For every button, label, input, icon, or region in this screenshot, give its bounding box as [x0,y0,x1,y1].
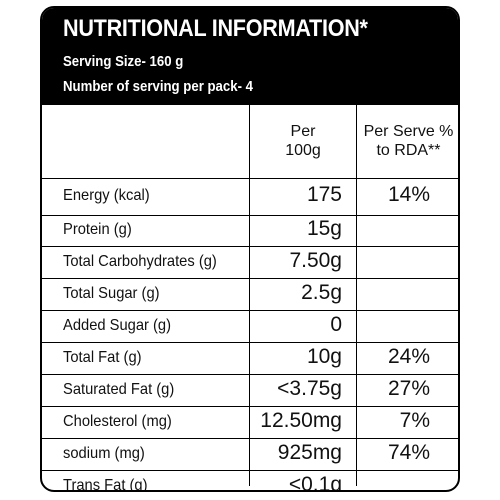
nutrient-name: sodium (mg) [63,445,145,462]
nutrient-name: Total Carbohydrates (g) [63,253,217,270]
nutrient-name: Energy (kcal) [63,187,150,204]
rda-value: 24% [387,345,430,368]
nutrient-name: Saturated Fat (g) [63,381,175,398]
rda-value: 7% [399,409,430,432]
rda-header-line2: to RDA** [376,142,441,159]
per-100g-value: <3.75g [277,377,342,400]
row-divider [42,278,458,279]
per-100g-header: Per 100g [250,122,356,160]
per-100g-header-line2: 100g [285,142,321,159]
table-row: sodium (mg) 925mg 74% [42,439,458,471]
table-row: Protein (g) 15g [42,215,458,247]
row-divider [42,178,458,179]
rda-header-line1: Per Serve % [363,123,454,140]
label-header: NUTRITIONAL INFORMATION* Serving Size- 1… [42,8,458,105]
column-divider-1 [249,105,250,486]
servings-per-pack: Number of serving per pack- 4 [63,78,253,95]
per-100g-value: 2.5g [301,281,342,304]
per-100g-value: 925mg [277,441,342,464]
table-row: Saturated Fat (g) <3.75g 27% [42,375,458,407]
table-row: Total Carbohydrates (g) 7.50g [42,247,458,279]
per-100g-value: 12.50mg [260,409,342,432]
nutrient-name: Total Sugar (g) [63,285,160,302]
table-row: Added Sugar (g) 0 [42,311,458,343]
row-divider [42,438,458,439]
table-row: Cholesterol (mg) 12.50mg 7% [42,407,458,439]
nutrient-name: Trans Fat (g) [63,477,148,492]
serving-size: Serving Size- 160 g [63,53,184,70]
per-100g-header-line1: Per [290,123,316,140]
table-row: Total Sugar (g) 2.5g [42,279,458,311]
per-100g-value: 10g [306,345,342,368]
nutrient-name: Protein (g) [63,221,132,238]
column-divider-2 [356,105,357,486]
row-divider [42,406,458,407]
label-title: NUTRITIONAL INFORMATION* [63,15,368,42]
rda-header: Per Serve % to RDA** [357,122,458,160]
nutrient-name: Added Sugar (g) [63,317,172,334]
per-100g-value: 175 [306,183,342,206]
nutrient-name: Total Fat (g) [63,349,142,366]
rda-value: 27% [387,377,430,400]
rda-value: 14% [387,183,430,206]
row-divider [42,246,458,247]
per-100g-value: 7.50g [289,249,342,272]
nutrient-name: Cholesterol (mg) [63,413,172,430]
row-divider [42,215,458,216]
per-100g-value: 15g [306,217,342,240]
row-divider [42,470,458,471]
row-divider [42,374,458,375]
table-row: Total Fat (g) 10g 24% [42,343,458,375]
per-100g-value: 0 [330,313,342,336]
per-100g-value: <0.1g [288,473,342,492]
table-row: Energy (kcal) 175 14% [42,181,458,213]
rda-value: 74% [387,441,430,464]
row-divider [42,342,458,343]
table-row: Trans Fat (g) <0.1g [42,471,458,492]
nutrition-label: NUTRITIONAL INFORMATION* Serving Size- 1… [40,6,460,492]
row-divider [42,310,458,311]
